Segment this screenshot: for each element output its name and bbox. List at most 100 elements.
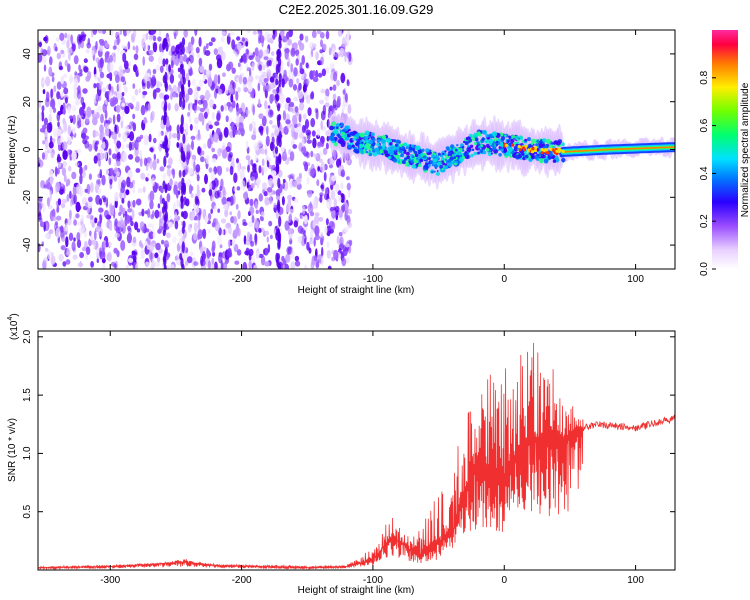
- spectrogram-noise-mark: [146, 81, 151, 89]
- spectrogram-noise-mark: [88, 143, 93, 152]
- spectrogram-noise-mark: [93, 83, 97, 89]
- spectrogram-signal-mark: [473, 142, 478, 146]
- spectrogram-noise-mark: [230, 31, 235, 36]
- spectrogram-noise-mark: [299, 102, 305, 111]
- spectrogram-noise-mark: [310, 117, 316, 128]
- spectrogram-noise-mark: [110, 30, 114, 37]
- spectrogram-noise-mark: [108, 157, 112, 166]
- spectrogram-noise-mark: [168, 131, 172, 140]
- spectrogram-noise-mark: [58, 99, 62, 108]
- spectrogram-signal-mark: [487, 136, 490, 140]
- spectrogram-streak-mark: [278, 216, 282, 227]
- spectrogram-signal-mark: [513, 145, 518, 150]
- spectrogram-signal-mark: [355, 131, 358, 134]
- spectrogram-streak-mark: [165, 151, 169, 158]
- spectrogram-noise-mark: [346, 80, 350, 87]
- spectrogram-streak-mark: [274, 146, 279, 155]
- spectrogram-noise-mark: [148, 34, 154, 41]
- colorbar-ticks: 0.0 0.2 0.4 0.6 0.8: [699, 70, 716, 276]
- spectrogram-signal-mark: [444, 150, 447, 153]
- spectrogram-noise-mark: [198, 36, 202, 47]
- spectrogram-noise-mark: [38, 41, 42, 48]
- spectrogram-noise-mark: [97, 77, 101, 82]
- spectrogram-noise-mark: [237, 87, 241, 93]
- spectrogram-noise-mark: [347, 222, 353, 229]
- spectrogram-noise-mark: [269, 37, 274, 44]
- spectrogram-noise-mark: [266, 236, 269, 243]
- spectrogram-noise-mark: [293, 67, 298, 77]
- spectrogram-noise-mark: [149, 199, 154, 210]
- spectrogram-x-tick-label: -200: [232, 274, 252, 285]
- spectrogram-noise-mark: [59, 32, 65, 42]
- spectrogram-noise-mark: [104, 109, 108, 120]
- spectrogram-noise-mark: [109, 62, 114, 73]
- spectrogram-noise-mark: [203, 69, 207, 76]
- spectrogram-noise-mark: [99, 124, 104, 136]
- spectrogram-noise-mark: [48, 229, 54, 235]
- spectrogram-noise-mark: [82, 127, 88, 134]
- spectrogram-noise-mark: [151, 259, 155, 269]
- spectrogram-noise-mark: [50, 255, 56, 265]
- spectrogram-noise-mark: [288, 107, 294, 112]
- spectrogram-noise-mark: [317, 141, 323, 147]
- spectrogram-noise-mark: [114, 218, 118, 227]
- spectrogram-noise-mark: [208, 189, 213, 197]
- spectrogram-noise-mark: [127, 225, 132, 231]
- spectrogram-noise-mark: [150, 147, 154, 153]
- spectrogram-signal-mark: [420, 153, 423, 156]
- spectrogram-signal-mark: [561, 142, 565, 146]
- spectrogram-noise-mark: [304, 119, 310, 129]
- spectrogram-noise-mark: [122, 69, 126, 74]
- spectrogram-noise-mark: [258, 113, 264, 120]
- spectrogram-noise-mark: [43, 184, 47, 189]
- spectrogram-noise-mark: [218, 252, 223, 258]
- spectrogram-noise-mark: [286, 246, 292, 255]
- spectrogram-noise-mark: [178, 55, 184, 64]
- spectrogram-noise-mark: [329, 86, 333, 91]
- spectrogram-noise-mark: [235, 225, 240, 236]
- spectrogram-noise-mark: [87, 70, 92, 80]
- spectrogram-noise-mark: [254, 201, 258, 210]
- spectrogram-signal-mark: [495, 140, 499, 144]
- spectrogram-noise-mark: [169, 264, 175, 269]
- spectrogram-noise-mark: [228, 226, 232, 235]
- spectrogram-noise-mark: [76, 149, 82, 154]
- spectrogram-signal-mark: [435, 171, 440, 176]
- spectrogram-noise-mark: [226, 34, 231, 45]
- spectrogram-noise-mark: [97, 30, 104, 34]
- spectrogram-noise-mark: [334, 52, 340, 58]
- spectrogram-noise-mark: [112, 45, 117, 51]
- spectrogram-noise-mark: [188, 184, 193, 195]
- spectrogram-noise-mark: [133, 53, 139, 61]
- spectrogram-noise-mark: [294, 106, 299, 113]
- spectrogram-signal-mark: [492, 146, 497, 151]
- spectrogram-noise-mark: [80, 96, 85, 106]
- spectrogram-noise-mark: [285, 160, 289, 165]
- spectrogram-noise-mark: [109, 55, 113, 63]
- spectrogram-noise-mark: [290, 63, 294, 73]
- spectrogram-noise-mark: [183, 54, 188, 62]
- spectrogram-noise-mark: [275, 195, 281, 201]
- spectrogram-noise-mark: [79, 166, 83, 176]
- chart-title: C2E2.2025.301.16.09.G29: [279, 2, 434, 17]
- spectrogram-noise-mark: [260, 216, 264, 222]
- spectrogram-noise-mark: [57, 121, 60, 128]
- colorbar-tick-label: 0.4: [699, 166, 710, 180]
- spectrogram-noise-mark: [99, 57, 104, 69]
- spectrogram-noise-mark: [146, 172, 150, 179]
- spectrogram-noise-mark: [108, 242, 113, 247]
- spectrogram-noise-mark: [143, 157, 148, 167]
- spectrogram-noise-mark: [135, 45, 139, 54]
- spectrogram-noise-mark: [132, 255, 137, 262]
- spectrogram-noise-mark: [66, 193, 70, 202]
- spectrogram-noise-mark: [101, 258, 106, 264]
- spectrogram-streak-mark: [277, 103, 281, 112]
- spectrogram-noise-mark: [320, 110, 326, 121]
- spectrogram-noise-mark: [250, 182, 255, 189]
- spectrogram-signal-mark: [437, 152, 441, 156]
- spectrogram-noise-mark: [311, 30, 317, 39]
- spectrogram-signal-mark: [341, 131, 345, 136]
- spectrogram-noise-mark: [315, 51, 319, 61]
- spectrogram-noise-mark: [140, 249, 145, 260]
- spectrogram-noise-mark: [38, 157, 41, 165]
